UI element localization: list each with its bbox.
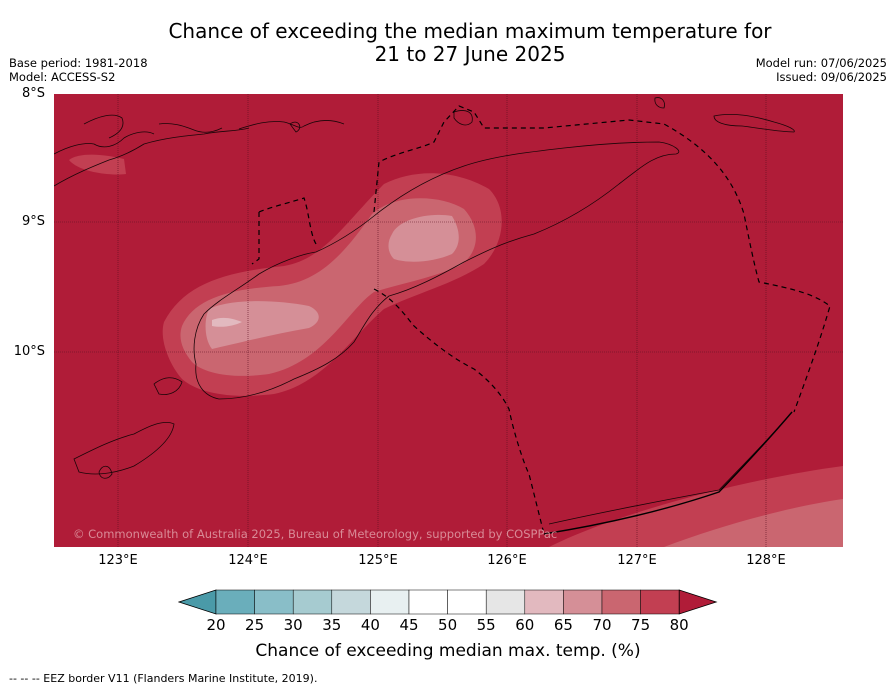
colorbar [178, 589, 718, 615]
model-name: Model: ACCESS-S2 [9, 70, 116, 84]
colorbar-tick-label: 75 [631, 616, 651, 634]
colorbar-box [408, 589, 448, 615]
colorbar-box [331, 589, 371, 615]
lat-label-10s: 10°S [13, 344, 45, 359]
colorbar-box [254, 589, 294, 615]
contour-65-east [388, 214, 459, 262]
gridlines [54, 94, 843, 547]
colorbar-box [640, 589, 680, 615]
lon-label-124e: 124°E [228, 553, 268, 568]
colorbar-tick-label: 70 [592, 616, 612, 634]
lon-label-128e: 128°E [746, 553, 786, 568]
colorbar-label: Chance of exceeding median max. temp. (%… [255, 641, 641, 661]
map-panel: © Commonwealth of Australia 2025, Bureau… [53, 94, 843, 547]
meta-left: Base period: 1981-2018 Model: ACCESS-S2 [9, 56, 148, 84]
lon-label-123e: 123°E [98, 553, 138, 568]
colorbar-extend-low [178, 589, 217, 615]
colorbar-box [524, 589, 564, 615]
contour-70-bottom [664, 499, 843, 547]
colorbar-tick-label: 65 [553, 616, 573, 634]
colorbar-box [485, 589, 526, 615]
colorbar-tick-label: 80 [669, 616, 689, 634]
base-period: Base period: 1981-2018 [9, 56, 148, 70]
eez-footnote: -- -- -- EEZ border V11 (Flanders Marine… [9, 672, 318, 685]
lon-label-126e: 126°E [487, 553, 527, 568]
colorbar-tick-label: 50 [438, 616, 458, 634]
lon-label-125e: 125°E [358, 553, 398, 568]
contour-60-west [212, 317, 242, 327]
meta-right: Model run: 07/06/2025 Issued: 09/06/2025 [756, 56, 887, 84]
colorbar-box [563, 589, 603, 615]
eez-borders [251, 105, 831, 535]
colorbar-tick-label: 55 [476, 616, 496, 634]
lat-label-8s: 8°S [21, 86, 45, 101]
colorbar-tick-label: 35 [322, 616, 342, 634]
map-title: Chance of exceeding the median maximum t… [0, 20, 896, 66]
model-run: Model run: 07/06/2025 [755, 56, 887, 70]
colorbar-tick-label: 20 [206, 616, 226, 634]
colorbar-box [447, 589, 487, 615]
colorbar-tick-label: 45 [399, 616, 419, 634]
map-svg [53, 94, 843, 547]
colorbar-tick-label: 60 [515, 616, 535, 634]
colorbar-box [601, 589, 641, 615]
title-line-1: Chance of exceeding the median maximum t… [168, 19, 772, 43]
lon-label-127e: 127°E [617, 553, 657, 568]
australia-coast [543, 411, 793, 535]
lat-label-9s: 9°S [21, 214, 45, 229]
colorbar-box [215, 589, 255, 615]
title-line-2: 21 to 27 June 2025 [374, 42, 566, 66]
colorbar-tick-label: 25 [245, 616, 265, 634]
contour-65-west [205, 301, 319, 349]
colorbar-box [292, 589, 333, 615]
colorbar-box [370, 589, 410, 615]
issued-date: Issued: 09/06/2025 [776, 70, 887, 84]
copyright-notice: © Commonwealth of Australia 2025, Bureau… [73, 527, 558, 541]
colorbar-extend-high [678, 589, 718, 615]
colorbar-tick-label: 30 [283, 616, 303, 634]
colorbar-tick-label: 40 [360, 616, 380, 634]
